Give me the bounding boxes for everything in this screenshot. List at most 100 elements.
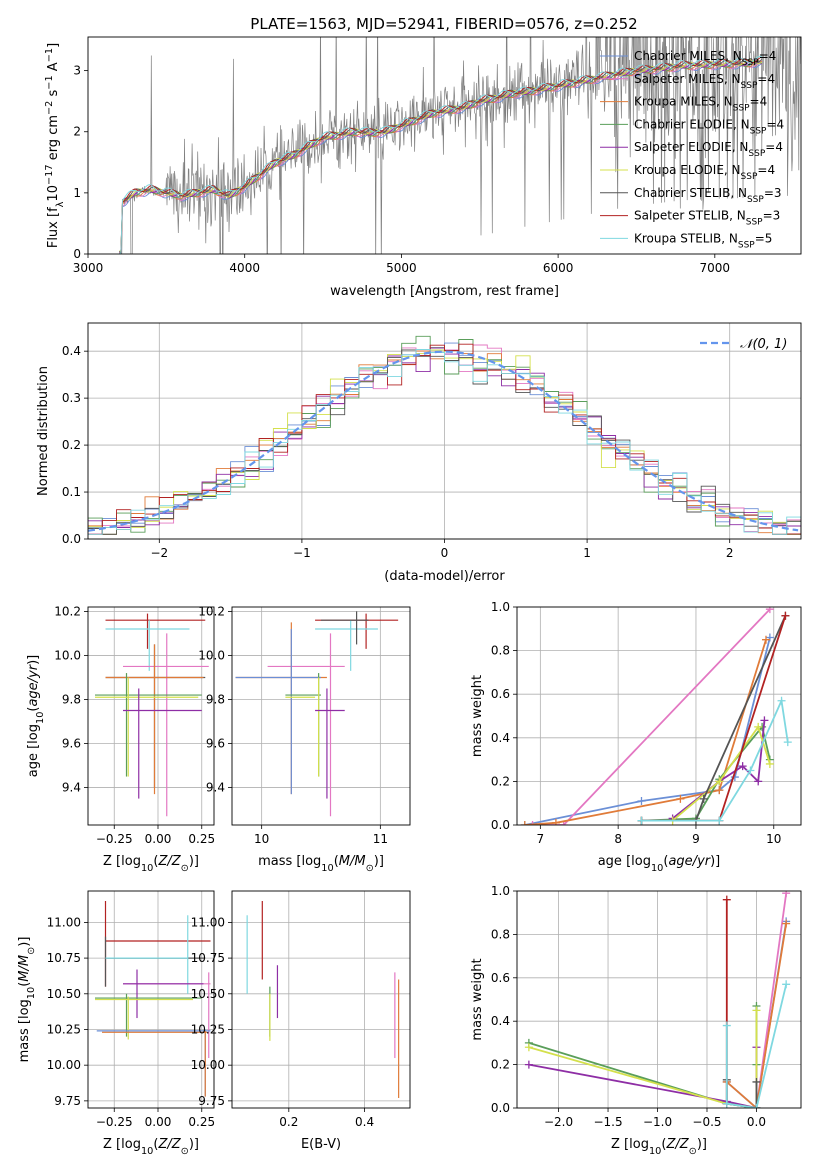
mass_vs_Z-ytick-label: 9.75: [54, 1094, 81, 1108]
weight_vs_Z-ytick-label: 0.0: [491, 1101, 510, 1115]
mass_vs_Z-ytick-label: 11.00: [47, 915, 81, 929]
weight_vs_age-xtick-label: 9: [692, 832, 700, 846]
weight-marker: [754, 777, 763, 786]
spectrum-ytick-label: 2: [73, 125, 81, 139]
weight-marker: [754, 722, 763, 731]
age_vs_Z-panel: −0.25 0.00 0.25 9.4 9.6 9.8 10.0 10.2 Z [log10(Z…: [26, 604, 215, 873]
age_vs_mass-xtick-label: 10: [254, 832, 269, 846]
spectrum-ytick-label: 1: [73, 186, 81, 200]
mass_vs_ebv-ytick-label: 10.50: [191, 987, 225, 1001]
weight-line-kroupa-miles: [726, 923, 788, 1108]
mass_vs_Z-ytick-label: 10.25: [47, 1022, 81, 1036]
weight-marker: [752, 1104, 761, 1108]
mass_vs_Z-ytick-label: 10.00: [47, 1058, 81, 1072]
weight_vs_Z-xtick-label: −0.5: [692, 1115, 721, 1129]
gaussian-curve: [88, 350, 799, 532]
age_vs_Z-frame: [87, 606, 215, 826]
age_vs_Z-ytick-label: 9.8: [62, 692, 81, 706]
weight-marker: [738, 762, 747, 771]
weight-marker: [782, 980, 791, 989]
weight_vs_age-ytick-label: 0.0: [491, 818, 510, 832]
age_vs_mass-ytick-label: 9.6: [206, 737, 225, 751]
mass_vs_ebv-ytick-label: 10.75: [191, 951, 225, 965]
legend-entry-label: Kroupa MILES, NSSP=4: [634, 95, 767, 114]
weight-line-kroupa-miles: [524, 639, 767, 825]
weight_vs_age-frame: [516, 606, 802, 826]
histogram-kroupa-stelib: [88, 349, 801, 535]
age_vs_mass-frame: [231, 606, 411, 826]
weight-marker: [715, 777, 724, 786]
age_vs_mass-ytick-label: 9.8: [206, 692, 225, 706]
mass_vs_Z-ytick-label: 10.50: [47, 987, 81, 1001]
residuals-xtick-label: 1: [583, 546, 591, 560]
age_vs_Z-ytick-label: 9.4: [62, 781, 81, 795]
age_vs_mass-ytick-label: 9.4: [206, 781, 225, 795]
mass_vs_Z-ytick-label: 10.75: [47, 951, 81, 965]
spectrum-frame: [87, 36, 802, 255]
mass_vs_Z-plot-area: [95, 900, 211, 1097]
model-line-kroupa-miles: [120, 60, 762, 254]
residuals-ytick-label: 0.1: [62, 485, 81, 499]
weight_vs_age-ylabel: mass weight: [470, 675, 485, 757]
weight_vs_Z-ytick-label: 0.6: [491, 971, 510, 985]
residuals-ytick-label: 0.3: [62, 391, 81, 405]
mass_vs_Z-xtick-label: 0.00: [145, 1115, 172, 1129]
legend-entry-label: Chabrier STELIB, NSSP=3: [634, 186, 782, 205]
spectrum-ytick-label: 0: [73, 247, 81, 261]
model-line-chabrier-elodie: [120, 60, 763, 254]
residuals-xtick-label: 2: [726, 546, 734, 560]
residuals-ytick-label: 0.2: [62, 438, 81, 452]
mass_vs_ebv-frame: [231, 890, 411, 1109]
weight-marker: [722, 1099, 731, 1108]
weight_vs_age-xtick-label: 7: [537, 832, 545, 846]
age_vs_Z-ylabel: age [log10(age/yr)]: [26, 655, 46, 778]
weight_vs_Z-xlabel: Z [log10(Z/Z⊙)]: [611, 1137, 707, 1157]
weight-marker: [782, 891, 791, 898]
weight_vs_Z-xtick-label: −2.0: [544, 1115, 573, 1129]
age_vs_mass-xlabel: mass [log10(M/M⊙)]: [258, 854, 384, 874]
age_vs_mass-plot-area: [235, 611, 399, 817]
mass_vs_ebv-ytick-label: 11.00: [191, 915, 225, 929]
residuals-frame: [87, 322, 802, 540]
age_vs_mass-ytick-label: 10.2: [198, 604, 225, 618]
weight-marker: [760, 716, 769, 725]
spectrum-panel: 3000 4000 5000 6000 7000 0 1 2 3 wavelength [Angs…: [44, 36, 802, 299]
weight-marker: [782, 919, 791, 928]
weight_vs_age-xtick-label: 8: [614, 832, 622, 846]
age_vs_mass-xtick-label: 11: [373, 832, 388, 846]
residuals-xtick-label: 0: [441, 546, 449, 560]
mass_vs_Z-xtick-label: 0.25: [188, 1115, 215, 1129]
age_vs_Z-ytick-label: 10.2: [54, 604, 81, 618]
legend-entry-label: 𝒩(0, 1): [740, 337, 787, 352]
spectrum-xtick-label: 7000: [700, 261, 731, 275]
weight-marker: [783, 738, 792, 747]
weight-marker: [524, 1043, 533, 1052]
weight-marker: [777, 696, 786, 705]
legend-entry-label: Kroupa ELODIE, NSSP=4: [634, 163, 775, 182]
mass_vs_ebv-ytick-label: 9.75: [198, 1094, 225, 1108]
age_vs_mass-ytick-label: 10.0: [198, 648, 225, 662]
weight-marker: [761, 635, 770, 644]
mass_vs_Z-frame: [87, 890, 215, 1109]
weight_vs_age-ytick-label: 1.0: [491, 600, 510, 614]
mass_vs_ebv-panel: 0.2 0.4 9.75 10.00 10.25 10.50 10.75 11.00 E(B-V…: [191, 890, 411, 1152]
mass_vs_ebv-ytick-label: 10.25: [191, 1022, 225, 1036]
legend-entry-label: Chabrier MILES, NSSP=4: [634, 49, 776, 68]
weight_vs_Z-xtick-label: −1.5: [593, 1115, 622, 1129]
mass_vs_Z-xtick-label: −0.25: [96, 1115, 133, 1129]
age_vs_Z-xlabel: Z [log10(Z/Z⊙)]: [103, 854, 199, 874]
weight-marker: [715, 786, 724, 795]
weight-marker: [551, 818, 560, 825]
residuals-xlabel: (data-model)/error: [384, 569, 505, 584]
spectrum-xtick-label: 6000: [543, 261, 574, 275]
mass_vs_ebv-plot-area: [246, 900, 400, 1099]
residuals-panel: −2 −1 0 1 2 0.0 0.1 0.2 0.3 0.4 (data-model)/error…: [36, 322, 802, 584]
residuals-ylabel: Normed distribution: [36, 366, 51, 496]
spectrum-ytick-label: 3: [73, 64, 81, 78]
age_vs_Z-xtick-label: 0.25: [188, 832, 215, 846]
weight-marker: [752, 1006, 761, 1015]
weight-marker: [699, 794, 708, 803]
weight-marker: [765, 759, 774, 768]
weight-marker: [722, 895, 731, 904]
